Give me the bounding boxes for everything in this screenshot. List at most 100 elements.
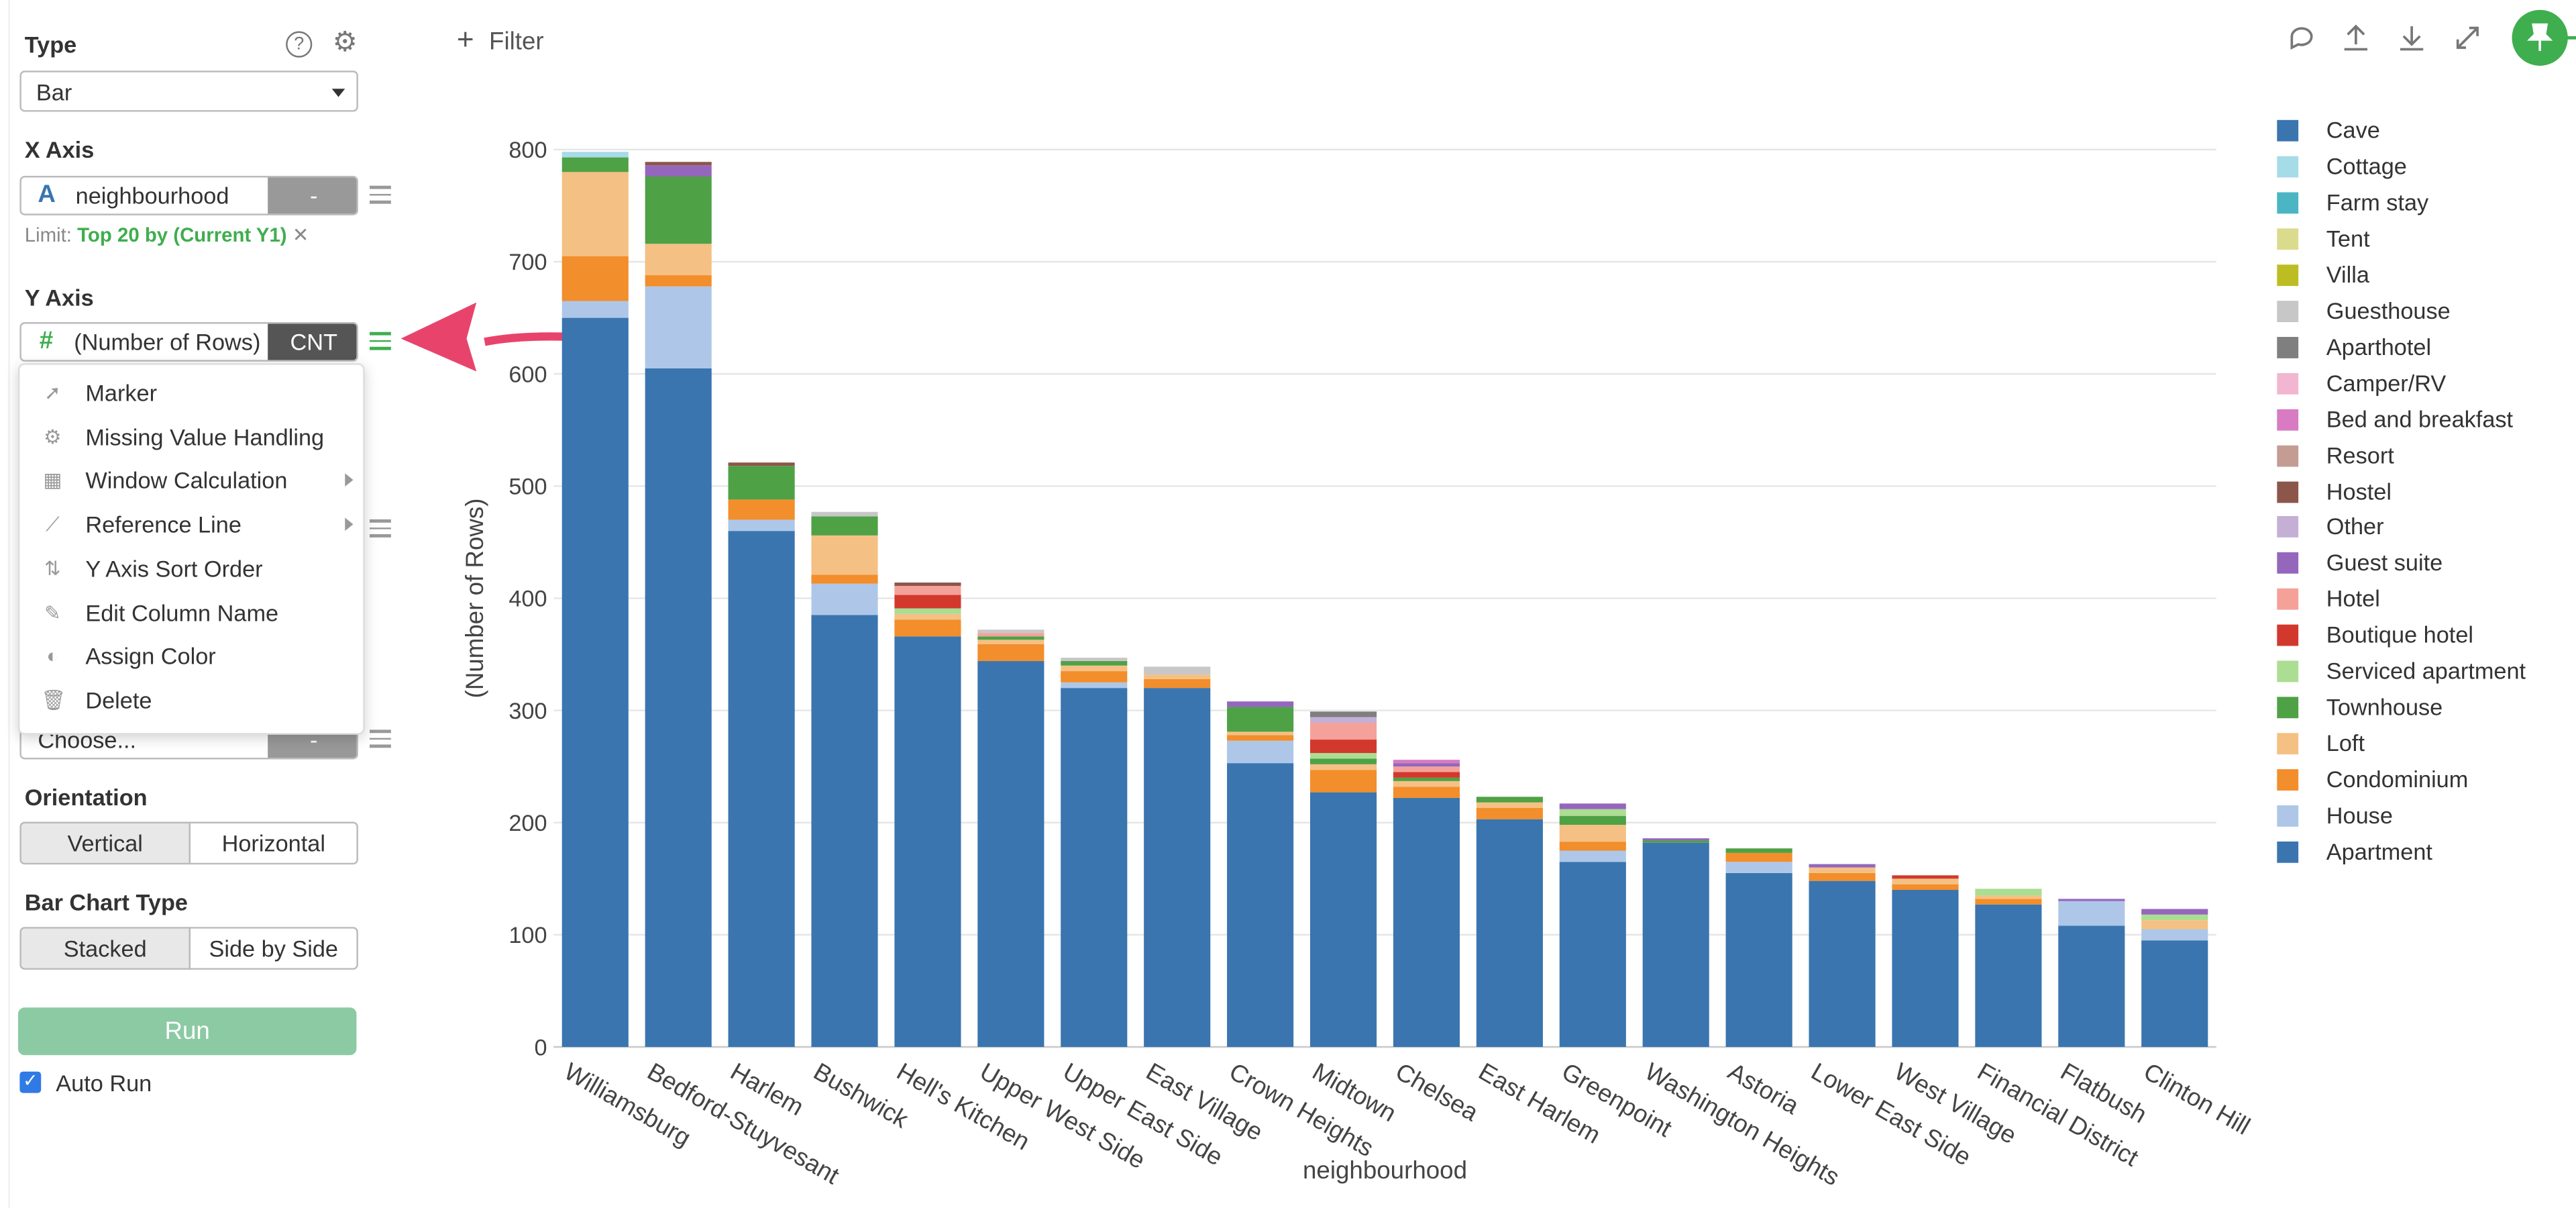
bar-type-stacked-button[interactable]: Stacked <box>19 927 191 970</box>
bar-segment <box>1061 665 1128 672</box>
bar-type-side-by-side-button[interactable]: Side by Side <box>189 927 358 970</box>
bar-segment <box>2141 940 2208 1048</box>
limit-value[interactable]: Top 20 by (Current Y1) <box>77 223 287 247</box>
bar-segment <box>977 644 1044 662</box>
bar-segment <box>1975 895 2042 899</box>
bar-segment <box>977 661 1044 1048</box>
auto-run-label[interactable]: Auto Run <box>56 1070 152 1097</box>
auto-run-checkbox[interactable]: ✓ <box>19 1071 42 1093</box>
legend-swatch <box>2277 336 2299 358</box>
upload-icon[interactable] <box>2341 23 2371 52</box>
legend-label: Serviced apartment <box>2326 658 2526 685</box>
bar-segment <box>894 583 961 587</box>
run-button[interactable]: Run <box>17 1007 357 1056</box>
y-axis-column-name: (Number of Rows) <box>74 328 261 355</box>
y-axis-menu-icon[interactable] <box>370 332 391 350</box>
gear-icon: ⚙ <box>44 425 62 448</box>
bar-segment <box>2058 901 2125 926</box>
comment-icon[interactable] <box>2287 23 2316 52</box>
bar-segment <box>1476 797 1543 803</box>
legend-swatch <box>2277 625 2299 647</box>
bar-segment <box>977 633 1044 637</box>
x-axis-menu-icon[interactable] <box>370 185 391 204</box>
y-axis-label: Y Axis <box>24 284 94 311</box>
x-axis-column-pill[interactable]: A neighbourhood - <box>19 176 358 215</box>
menu-item-edit-column-name[interactable]: ✎ Edit Column Name <box>19 591 363 634</box>
bar-segment <box>2141 920 2208 929</box>
legend-swatch <box>2277 589 2299 611</box>
legend-label: Farm stay <box>2326 189 2429 215</box>
menu-item-missing-value-handling[interactable]: ⚙ Missing Value Handling <box>19 415 363 458</box>
orientation-horizontal-button[interactable]: Horizontal <box>189 821 358 865</box>
y-tick-label: 500 <box>508 474 547 500</box>
menu-item-window-calculation[interactable]: ▦ Window Calculation <box>19 459 363 502</box>
orientation-label: Orientation <box>24 784 148 811</box>
bar-segment <box>894 619 961 637</box>
menu-item-label: Y Axis Sort Order <box>85 555 263 582</box>
gear-icon[interactable]: ⚙ <box>332 26 358 58</box>
bar-segment <box>1393 797 1460 1048</box>
bar-segment <box>1559 803 1626 809</box>
pin-icon[interactable] <box>2512 9 2568 66</box>
y-tick-label: 100 <box>508 923 547 948</box>
palette-icon: ◐ <box>46 644 59 668</box>
chart-type-value: Bar <box>36 79 72 105</box>
bar-segment <box>1061 661 1128 666</box>
bar-segment <box>645 244 712 276</box>
bar-segment <box>1975 904 2042 1048</box>
x-axis-column-name: neighbourhood <box>75 182 229 209</box>
dropdown-caret-icon <box>331 89 345 97</box>
menu-item-y-axis-sort-order[interactable]: ⇅ Y Axis Sort Order <box>19 547 363 590</box>
bar-segment <box>561 172 629 256</box>
y-axis-column-pill[interactable]: # (Number of Rows) CNT <box>19 322 358 362</box>
limit-prefix: Limit: <box>24 223 72 247</box>
type-label: Type <box>24 31 77 58</box>
left-panel: Type ? ⚙ Bar X Axis A neighbourhood - Li… <box>0 0 411 1208</box>
edit-icon: ✎ <box>44 601 61 624</box>
chart-type-select[interactable]: Bar <box>19 70 358 112</box>
pin-connector <box>2564 36 2576 40</box>
color-menu-icon[interactable] <box>370 519 391 538</box>
legend-label: Other <box>2326 513 2384 540</box>
download-icon[interactable] <box>2397 23 2426 52</box>
menu-item-label: Edit Column Name <box>85 599 279 625</box>
x-axis-agg-button[interactable]: - <box>268 177 357 214</box>
limit-remove-icon[interactable]: ✕ <box>292 223 309 247</box>
panel-divider <box>8 0 10 1208</box>
bar-segment <box>645 165 712 177</box>
bar-segment <box>645 368 712 1048</box>
bar-segment <box>561 317 629 1048</box>
string-type-icon: A <box>38 181 56 209</box>
bar-segment <box>1559 842 1626 851</box>
expand-icon[interactable] <box>2453 23 2482 52</box>
legend-label: Hotel <box>2326 585 2380 612</box>
bar-segment <box>2141 909 2208 915</box>
bar-segment <box>1476 807 1543 819</box>
bar-segment <box>1476 819 1543 1048</box>
bar-segment <box>1559 815 1626 825</box>
menu-item-assign-color[interactable]: ◐ Assign Color <box>19 635 363 678</box>
bar-segment <box>1227 707 1294 732</box>
bar-segment <box>894 613 961 620</box>
submenu-arrow-icon <box>345 517 354 532</box>
bar-chart-type-label: Bar Chart Type <box>24 889 188 916</box>
menu-item-label: Reference Line <box>85 511 241 538</box>
bar-segment <box>1559 850 1626 862</box>
bar-segment <box>1144 688 1211 1048</box>
help-icon[interactable]: ? <box>286 31 313 58</box>
orientation-vertical-button[interactable]: Vertical <box>19 821 191 865</box>
menu-item-reference-line[interactable]: ⟋ Reference Line <box>19 503 363 546</box>
filter-button[interactable]: + Filter <box>457 23 544 57</box>
bar-segment <box>645 162 712 166</box>
y-axis-agg-button[interactable]: CNT <box>268 323 357 360</box>
choose-menu-icon[interactable] <box>370 729 391 748</box>
bar-segment <box>811 535 878 575</box>
y-axis-title: (Number of Rows) <box>461 498 488 698</box>
bar-segment <box>1725 872 1792 1048</box>
bar-segment <box>728 531 795 1048</box>
menu-item-marker[interactable]: ➚ Marker <box>19 371 363 414</box>
bar-segment <box>1309 711 1377 717</box>
legend-swatch <box>2277 661 2299 683</box>
menu-item-delete[interactable]: 🗑 Delete <box>19 678 363 721</box>
